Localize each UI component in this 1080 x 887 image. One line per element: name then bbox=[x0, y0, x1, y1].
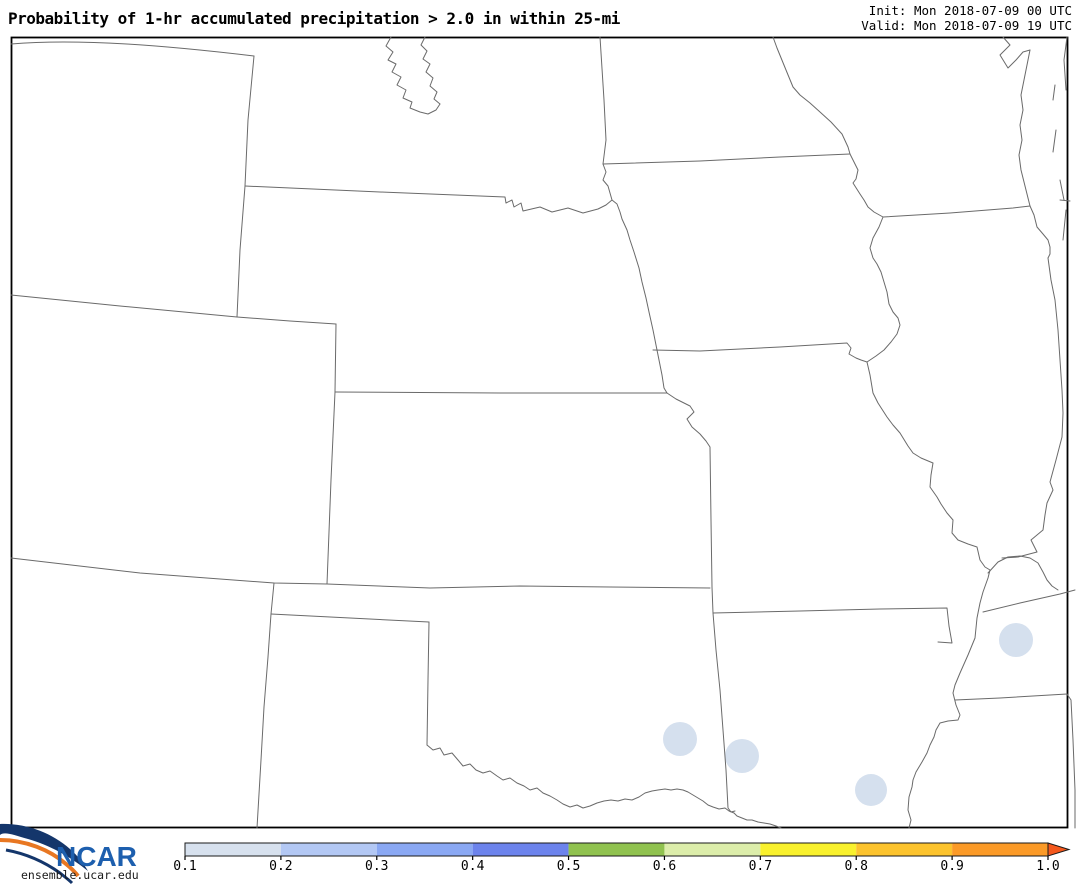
border-sd-ne-missouri-river bbox=[244, 185, 668, 394]
mississippi-river-upper bbox=[772, 36, 884, 218]
state-borders bbox=[10, 36, 1076, 829]
site-url-label: ensemble.ucar.edu bbox=[21, 868, 139, 882]
lake-michigan-east-fragment-1 bbox=[1063, 36, 1068, 91]
colorbar-segment bbox=[472, 843, 569, 856]
colorbar-tick-label: 0.7 bbox=[748, 859, 773, 874]
colorbar-tick-label: 0.9 bbox=[940, 859, 964, 874]
lake-michigan-west-shore bbox=[1018, 49, 1051, 259]
lake-michigan-east-fragment-3 bbox=[1059, 179, 1065, 201]
border-ky-tn bbox=[982, 589, 1076, 613]
border-ne-ks bbox=[334, 391, 668, 394]
border-co-north bbox=[236, 316, 337, 325]
probability-region bbox=[725, 739, 759, 773]
probability-region bbox=[999, 623, 1033, 657]
colorbar-segment bbox=[568, 843, 665, 856]
lake-winnebago bbox=[1052, 129, 1057, 153]
colorbar-segment bbox=[185, 843, 281, 856]
ncar-logo: NCAR bbox=[0, 823, 137, 885]
colorbar-segment bbox=[280, 843, 377, 856]
probability-shading-layer bbox=[663, 623, 1033, 806]
colorbar-arrow bbox=[1047, 842, 1071, 857]
border-37n bbox=[10, 557, 711, 589]
colorbar-segment bbox=[664, 843, 761, 856]
colorbar-tick-label: 0.5 bbox=[556, 859, 581, 874]
border-mo-ar bbox=[712, 607, 953, 644]
colorbar-tick-label: 0.8 bbox=[844, 859, 868, 874]
colorbar-segment bbox=[856, 843, 953, 856]
lake-michigan-east-fragment-2 bbox=[1052, 84, 1056, 101]
map-frame bbox=[10, 36, 1069, 829]
page-title: Probability of 1-hr accumulated precipit… bbox=[8, 9, 620, 28]
ncar-logo-text: NCAR bbox=[56, 841, 137, 872]
border-mn-ia bbox=[602, 153, 851, 165]
ohio-river bbox=[987, 555, 1059, 591]
ncar-logo-tail-arc bbox=[5, 848, 74, 885]
border-ok-east bbox=[711, 586, 736, 813]
colorbar-tick-label: 0.3 bbox=[365, 859, 389, 874]
border-ms-al bbox=[1066, 693, 1076, 829]
missouri-river-sd-lake-2 bbox=[420, 36, 441, 105]
border-tx-ok-100w bbox=[426, 621, 430, 746]
colorbar-tick-label: 0.4 bbox=[460, 859, 485, 874]
colorbar-tick-label: 0.2 bbox=[269, 859, 293, 874]
lake-michigan-door-peninsula bbox=[999, 36, 1031, 69]
border-nm-east bbox=[256, 582, 275, 829]
border-sd-mn bbox=[599, 36, 607, 165]
probability-region bbox=[663, 722, 697, 756]
border-tn-ms bbox=[954, 693, 1068, 701]
colorbar-tick-label: 1.0 bbox=[1036, 859, 1060, 874]
border-wy-south bbox=[10, 294, 238, 318]
colorbar-segment bbox=[376, 843, 473, 856]
colorbar bbox=[184, 842, 1071, 860]
border-il-in-wabash bbox=[1001, 257, 1064, 559]
border-big-sioux-river bbox=[602, 163, 613, 201]
run-time-info: Init: Mon 2018-07-09 00 UTC Valid: Mon 2… bbox=[861, 3, 1072, 33]
probability-region bbox=[855, 774, 887, 806]
border-wi-il bbox=[882, 205, 1031, 218]
ncar-logo-swoosh bbox=[0, 823, 88, 871]
ncar-logo-orange-arc bbox=[0, 838, 80, 878]
colorbar-segment bbox=[760, 843, 857, 856]
border-ks-mo bbox=[666, 392, 713, 588]
colorbar-segment bbox=[952, 843, 1048, 856]
mississippi-river-lower bbox=[866, 361, 991, 829]
init-time-label: Init: Mon 2018-07-09 00 UTC bbox=[868, 3, 1072, 18]
colorbar-tick-label: 0.1 bbox=[173, 859, 197, 874]
mississippi-river-ia-il bbox=[866, 216, 901, 363]
wi-mi-water-line bbox=[1059, 199, 1071, 202]
lake-michigan-east-fragment-4 bbox=[1062, 209, 1067, 241]
border-co-east bbox=[326, 323, 337, 585]
missouri-river-sd-lake bbox=[385, 36, 441, 115]
colorbar-tick-label: 0.6 bbox=[652, 859, 677, 874]
border-ok-panhandle-south bbox=[270, 613, 430, 623]
border-ia-mo bbox=[652, 342, 868, 363]
border-mt-wy-sd bbox=[10, 41, 255, 57]
valid-time-label: Valid: Mon 2018-07-09 19 UTC bbox=[861, 18, 1072, 33]
